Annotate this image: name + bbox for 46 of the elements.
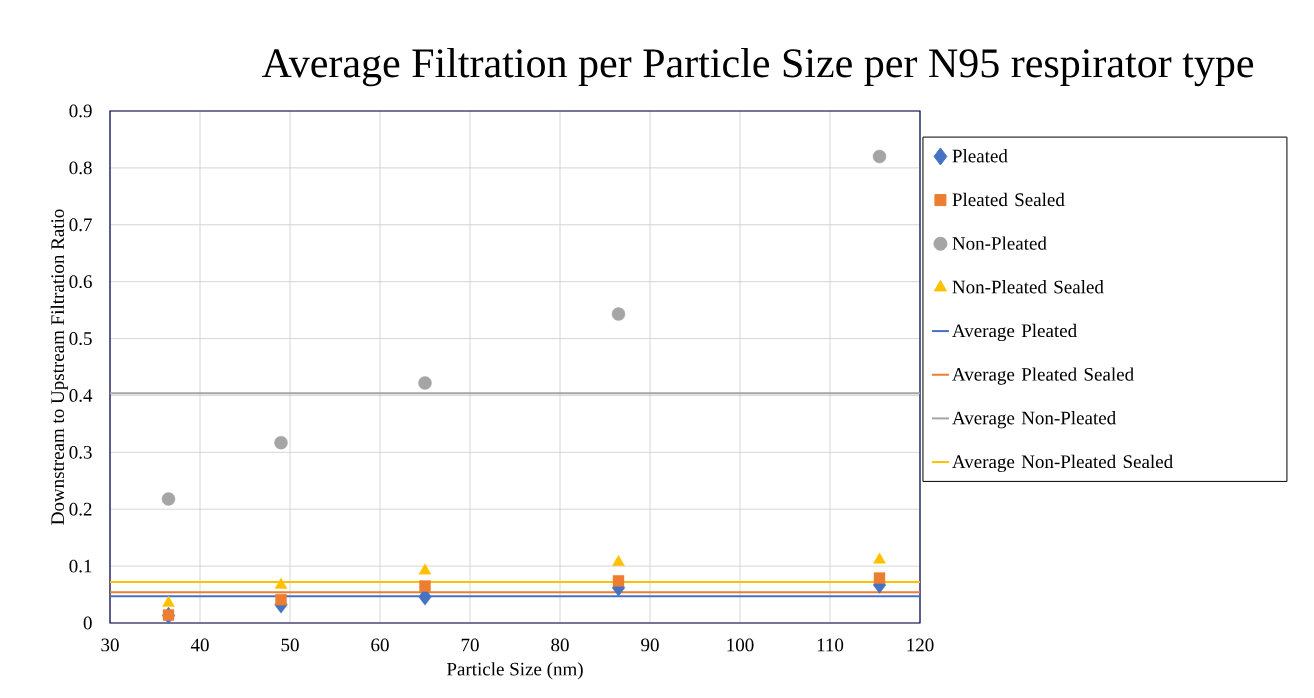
point bbox=[418, 563, 432, 575]
point bbox=[274, 577, 288, 589]
y-tick-label: 0.6 bbox=[69, 275, 92, 289]
point bbox=[418, 376, 432, 390]
y-tick-label: 0.1 bbox=[69, 559, 92, 573]
y-tick-label: 0.5 bbox=[69, 332, 92, 345]
y-tick-label: 0.3 bbox=[69, 445, 92, 459]
legend-label: Pleated Sealed bbox=[952, 192, 1065, 207]
x-tick-label: 60 bbox=[371, 638, 389, 652]
point bbox=[873, 572, 886, 584]
legend-label: Average Pleated bbox=[952, 323, 1077, 342]
y-tick-label: 0.8 bbox=[69, 161, 92, 175]
x-tick-label: 120 bbox=[907, 638, 934, 652]
point bbox=[872, 149, 887, 164]
y-tick-label: 0 bbox=[83, 616, 92, 630]
y-tick-label: 0.2 bbox=[69, 502, 92, 516]
legend-label: Pleated bbox=[952, 149, 1008, 163]
legend-label: Average Non-Pleated bbox=[952, 411, 1116, 429]
chart-title: Average Filtration per Particle Size per N95 respirator type bbox=[261, 47, 1254, 87]
legend-label: Average Pleated Sealed bbox=[952, 367, 1134, 385]
point bbox=[274, 435, 288, 450]
x-tick-label: 30 bbox=[101, 638, 119, 652]
y-axis-title: Downstream to Upstream Filtration Ratio bbox=[50, 209, 68, 525]
legend-label: Non-Pleated Sealed bbox=[952, 280, 1104, 294]
point bbox=[419, 580, 431, 592]
point bbox=[275, 593, 287, 606]
point bbox=[612, 554, 625, 566]
point bbox=[162, 595, 175, 607]
x-tick-label: 70 bbox=[461, 638, 479, 652]
x-tick-label: 90 bbox=[641, 638, 659, 652]
point bbox=[612, 575, 625, 587]
x-tick-label: 100 bbox=[727, 638, 754, 652]
x-tick-label: 40 bbox=[190, 638, 209, 652]
point bbox=[162, 609, 175, 621]
x-tick-label: 80 bbox=[551, 638, 569, 652]
y-tick-label: 0.9 bbox=[69, 104, 92, 118]
y-tick-label: 0.4 bbox=[69, 388, 93, 402]
point bbox=[161, 492, 176, 506]
point bbox=[873, 552, 886, 564]
legend-label: Non-Pleated bbox=[952, 236, 1047, 250]
x-axis-title: Particle Size (nm) bbox=[446, 662, 583, 680]
point bbox=[611, 307, 626, 321]
x-tick-label: 110 bbox=[817, 638, 844, 652]
x-tick-label: 50 bbox=[281, 638, 299, 652]
legend-label: Average Non-Pleated Sealed bbox=[952, 454, 1173, 473]
y-tick-label: 0.7 bbox=[69, 218, 92, 232]
